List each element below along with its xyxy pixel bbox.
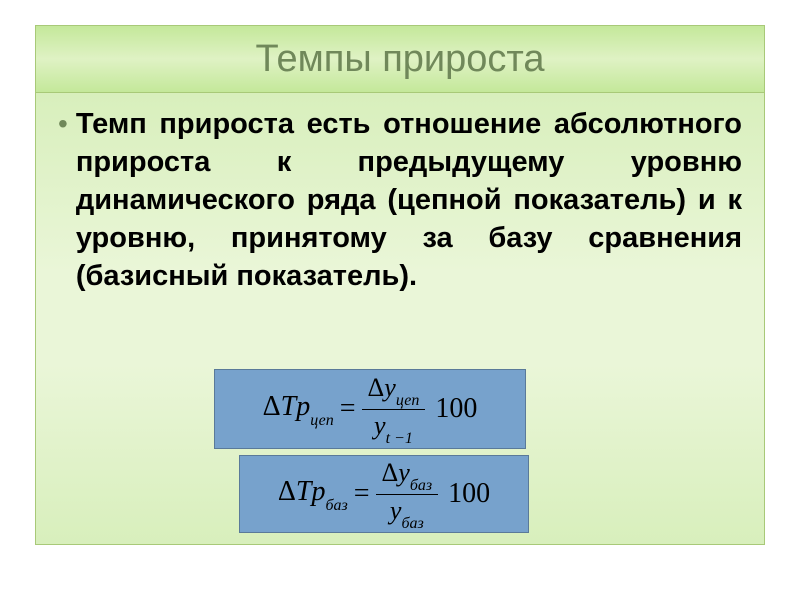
f2-num-delta: Δ [382, 458, 399, 487]
title-block: Темпы прироста [35, 25, 765, 93]
formula-chain: ΔTpцеп = Δyцеп yt −1 100 [214, 369, 526, 449]
f2-lhs-sub: баз [325, 497, 347, 514]
f1-eq: = [340, 393, 356, 425]
f1-lhs-delta: Δ [263, 391, 281, 422]
f2-num-sub: баз [410, 477, 432, 494]
f2-num-var: y [398, 458, 410, 487]
f1-fraction: Δyцеп yt −1 [362, 374, 426, 445]
f1-lhs-var: Tp [281, 391, 311, 422]
f1-num-sub: цеп [396, 392, 420, 409]
body-block: • Темп прироста есть отношение абсолютно… [35, 93, 765, 545]
f1-den-sub: t −1 [386, 430, 413, 447]
f2-mult: 100 [448, 478, 490, 510]
f2-lhs-delta: Δ [278, 476, 296, 507]
f1-num-delta: Δ [368, 373, 385, 402]
f1-mult: 100 [435, 393, 477, 425]
f2-den-var: y [390, 496, 402, 525]
f2-eq: = [354, 478, 370, 510]
slide-title: Темпы прироста [255, 38, 544, 81]
slide: Темпы прироста • Темп прироста есть отно… [35, 25, 765, 545]
f2-lhs-var: Tp [296, 476, 326, 507]
f2-den-sub: баз [401, 515, 423, 532]
bullet-row: • Темп прироста есть отношение абсолютно… [58, 105, 742, 295]
body-text: Темп прироста есть отношение абсолютного… [76, 105, 742, 295]
formula-chain-content: ΔTpцеп = Δyцеп yt −1 100 [263, 374, 478, 445]
f1-den-var: y [374, 411, 386, 440]
formula-base: ΔTpбаз = Δyбаз yбаз 100 [239, 455, 529, 533]
f2-fraction: Δyбаз yбаз [376, 459, 439, 530]
formula-base-content: ΔTpбаз = Δyбаз yбаз 100 [278, 459, 490, 530]
f1-num-var: y [384, 373, 396, 402]
f1-lhs-sub: цеп [310, 412, 334, 429]
bullet-icon: • [58, 105, 68, 143]
